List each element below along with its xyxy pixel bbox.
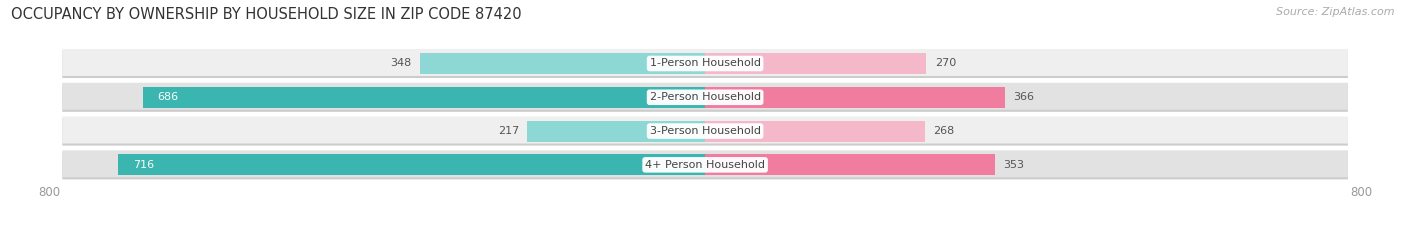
Bar bbox=[420, 53, 706, 74]
FancyBboxPatch shape bbox=[62, 119, 1348, 146]
Text: 4+ Person Household: 4+ Person Household bbox=[645, 160, 765, 170]
FancyBboxPatch shape bbox=[62, 83, 1348, 110]
FancyBboxPatch shape bbox=[62, 150, 1348, 177]
Text: Source: ZipAtlas.com: Source: ZipAtlas.com bbox=[1277, 7, 1395, 17]
Text: 348: 348 bbox=[391, 58, 412, 69]
Text: 686: 686 bbox=[157, 92, 179, 102]
FancyBboxPatch shape bbox=[62, 51, 1348, 78]
Bar bbox=[118, 154, 706, 175]
Bar bbox=[706, 53, 927, 74]
Text: 2-Person Household: 2-Person Household bbox=[650, 92, 761, 102]
Text: 366: 366 bbox=[1014, 92, 1035, 102]
Text: 217: 217 bbox=[498, 126, 519, 136]
FancyBboxPatch shape bbox=[62, 85, 1348, 112]
Text: 268: 268 bbox=[934, 126, 955, 136]
FancyBboxPatch shape bbox=[62, 49, 1348, 76]
Text: 353: 353 bbox=[1002, 160, 1024, 170]
Text: 1-Person Household: 1-Person Household bbox=[650, 58, 761, 69]
Bar bbox=[527, 121, 706, 141]
FancyBboxPatch shape bbox=[62, 152, 1348, 179]
Bar bbox=[706, 121, 925, 141]
Text: OCCUPANCY BY OWNERSHIP BY HOUSEHOLD SIZE IN ZIP CODE 87420: OCCUPANCY BY OWNERSHIP BY HOUSEHOLD SIZE… bbox=[11, 7, 522, 22]
Text: 270: 270 bbox=[935, 58, 956, 69]
Bar bbox=[142, 87, 706, 108]
Bar bbox=[706, 154, 994, 175]
Text: 716: 716 bbox=[132, 160, 155, 170]
FancyBboxPatch shape bbox=[62, 116, 1348, 144]
Text: 3-Person Household: 3-Person Household bbox=[650, 126, 761, 136]
Bar bbox=[706, 87, 1005, 108]
